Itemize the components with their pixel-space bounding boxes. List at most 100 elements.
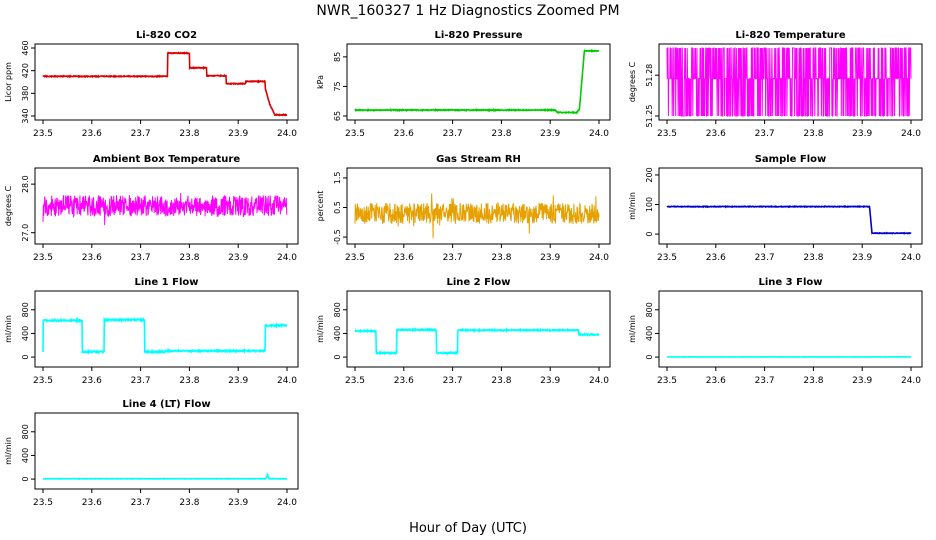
plot-frame [34, 290, 299, 368]
series-line [42, 51, 288, 117]
y-axis-label: Licor ppm [4, 62, 13, 102]
x-tick-label: 23.6 [82, 129, 102, 139]
x-tick-label: 23.9 [540, 253, 560, 263]
x-tick-label: 23.7 [443, 129, 463, 139]
y-tick-label: 27.0 [21, 224, 30, 242]
x-tick-label: 24.0 [589, 376, 609, 386]
y-tick-label: 400 [21, 326, 30, 341]
y-tick-label: 800 [21, 302, 30, 317]
panel-1: Li-820 CO2 Licor ppm 23.5 23.6 23.7 23.8 23.9 2… [4, 30, 299, 139]
y-axis-label: ml/min [4, 437, 13, 465]
x-tick-label: 23.8 [491, 376, 511, 386]
plot-frame [34, 43, 299, 121]
x-tick-label: 23.7 [443, 376, 463, 386]
x-tick-label: 23.8 [803, 376, 823, 386]
plot-frame [346, 167, 611, 245]
y-tick-label: 51.28 [645, 64, 654, 87]
x-tick-label: 24.0 [901, 253, 921, 263]
series-line [354, 327, 600, 356]
x-tick-label: 24.0 [277, 498, 297, 508]
y-tick-label: 400 [21, 448, 30, 463]
x-tick-label: 23.6 [82, 376, 102, 386]
x-tick-label: 23.9 [852, 376, 872, 386]
panel-9: Line 3 Flow ml/min 23.5 23.6 23.7 23.8 23.9 24.… [628, 277, 923, 386]
x-tick-label: 23.5 [345, 376, 365, 386]
x-tick-label: 23.8 [803, 129, 823, 139]
series-line [42, 316, 288, 356]
plot-frame [346, 43, 611, 121]
x-tick-label: 23.9 [228, 129, 248, 139]
x-tick-label: 24.0 [589, 129, 609, 139]
y-tick-label: 0 [333, 355, 342, 360]
y-tick-label: 100 [645, 197, 654, 212]
x-tick-label: 23.9 [540, 129, 560, 139]
x-tick-label: 24.0 [277, 253, 297, 263]
y-tick-label: 0.5 [333, 201, 342, 214]
y-tick-label: 85 [333, 52, 342, 62]
plot-frame [34, 167, 299, 245]
series-line [42, 472, 287, 481]
x-tick-label: 23.7 [131, 498, 151, 508]
panel-title: Line 3 Flow [759, 277, 823, 288]
y-tick-label: 1.5 [333, 172, 342, 185]
panel-title: Li-820 Pressure [434, 30, 522, 41]
panel-3: Li-820 Temperature degrees C 23.5 23.6 23.7 2… [628, 30, 923, 139]
y-tick-label: 28.0 [21, 175, 30, 193]
x-tick-label: 23.6 [394, 376, 414, 386]
x-tick-label: 23.8 [179, 498, 199, 508]
series-line [42, 192, 288, 226]
series-line [666, 204, 912, 235]
y-axis-label: degrees C [4, 185, 13, 226]
plot-frame [658, 167, 923, 245]
y-tick-label: 800 [645, 302, 654, 317]
x-tick-label: 23.7 [131, 253, 151, 263]
x-tick-label: 23.9 [228, 498, 248, 508]
plot-frame [658, 290, 923, 368]
y-tick-label: 75 [333, 81, 342, 91]
panel-7: Line 1 Flow ml/min 23.5 23.6 23.7 23.8 23.9 24.… [4, 277, 299, 386]
y-tick-label: 380 [21, 86, 30, 101]
x-tick-label: 23.8 [491, 129, 511, 139]
plot-frame [658, 43, 923, 121]
x-tick-label: 23.6 [394, 253, 414, 263]
y-axis-label: ml/min [4, 315, 13, 343]
y-tick-label: 340 [21, 108, 30, 123]
y-tick-label: 51.25 [645, 105, 654, 128]
y-tick-label: 800 [21, 424, 30, 439]
x-tick-label: 24.0 [589, 253, 609, 263]
series-line [354, 193, 600, 239]
panel-title: Sample Flow [755, 154, 827, 165]
panel-8: Line 2 Flow ml/min 23.5 23.6 23.7 23.8 23.9 24.… [316, 277, 611, 386]
x-tick-label: 23.5 [33, 498, 53, 508]
x-tick-label: 23.9 [852, 253, 872, 263]
y-axis-label: ml/min [628, 192, 637, 220]
y-axis-label: ml/min [316, 315, 325, 343]
x-tick-label: 23.8 [803, 253, 823, 263]
x-tick-label: 23.5 [33, 129, 53, 139]
y-axis-label: ml/min [628, 315, 637, 343]
panel-10: Line 4 (LT) Flow ml/min 23.5 23.6 23.7 23.8 23… [4, 399, 299, 508]
y-tick-label: 800 [333, 302, 342, 317]
panel-6: Sample Flow ml/min 23.5 23.6 23.7 23.8 23.9 24.… [628, 154, 923, 263]
x-tick-label: 23.5 [33, 253, 53, 263]
x-tick-label: 23.5 [657, 253, 677, 263]
x-tick-label: 23.8 [179, 376, 199, 386]
y-tick-label: 0 [645, 355, 654, 360]
y-tick-label: 65 [333, 111, 342, 121]
x-tick-label: 23.8 [491, 253, 511, 263]
x-tick-label: 23.5 [345, 129, 365, 139]
x-tick-label: 23.7 [131, 376, 151, 386]
x-tick-label: 23.5 [33, 376, 53, 386]
x-tick-label: 23.6 [82, 253, 102, 263]
panel-title: Li-820 CO2 [136, 30, 197, 41]
panel-4: Ambient Box Temperature degrees C 23.5 23.6… [4, 154, 299, 263]
series-line [666, 47, 912, 117]
panel-title: Line 1 Flow [135, 277, 199, 288]
y-tick-label: 400 [333, 326, 342, 341]
panel-title: Line 2 Flow [447, 277, 511, 288]
panel-title: Ambient Box Temperature [93, 154, 240, 165]
x-tick-label: 23.5 [345, 253, 365, 263]
x-tick-label: 23.5 [657, 129, 677, 139]
x-tick-label: 24.0 [901, 376, 921, 386]
